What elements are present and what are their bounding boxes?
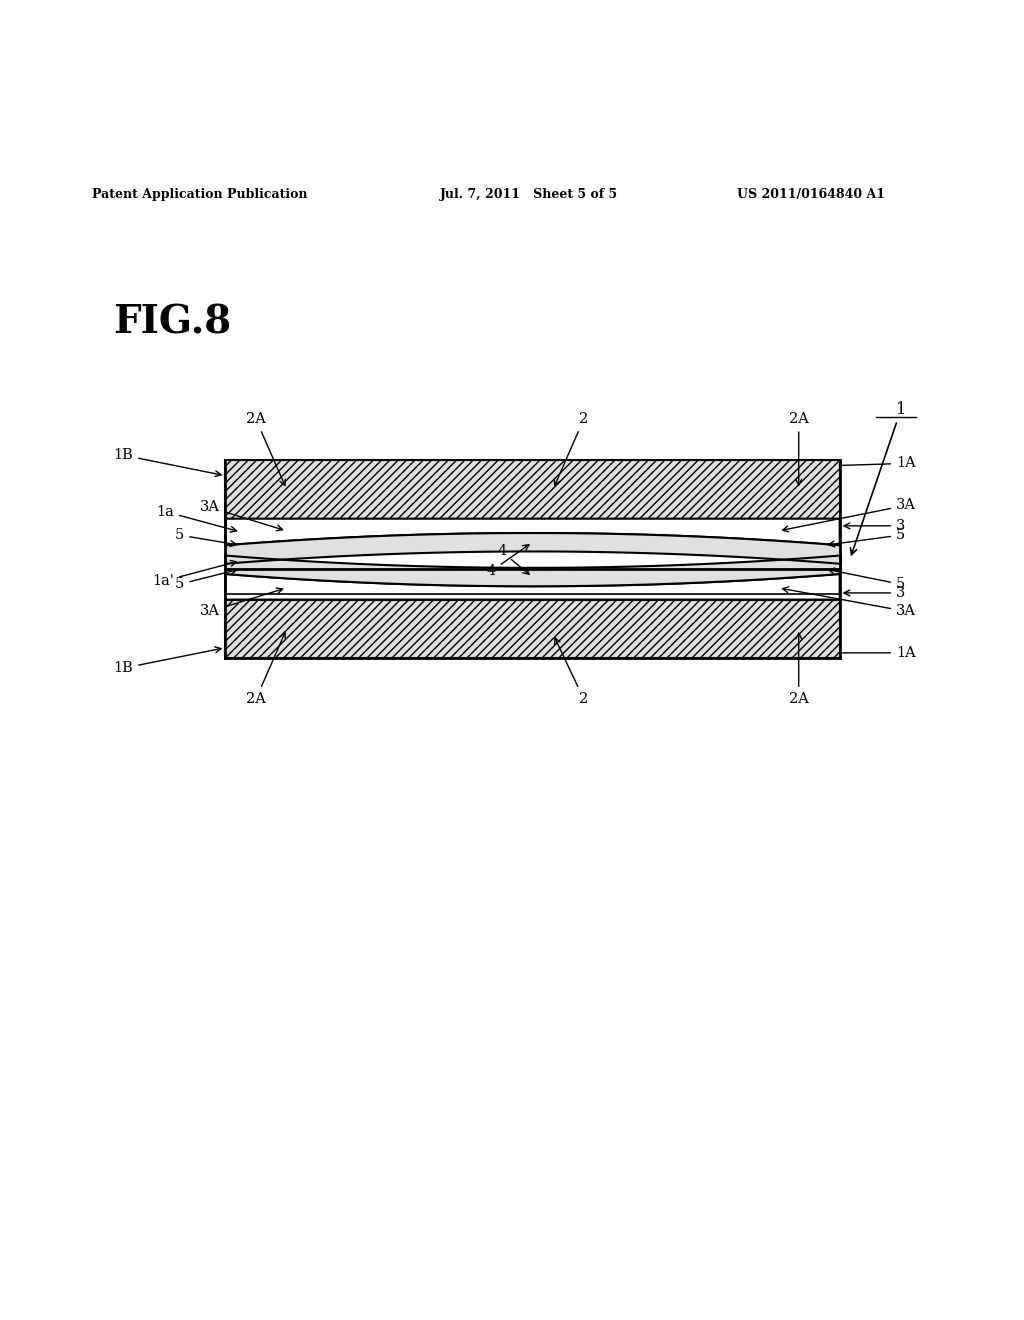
Text: 2: 2: [554, 412, 589, 486]
Text: Jul. 7, 2011   Sheet 5 of 5: Jul. 7, 2011 Sheet 5 of 5: [440, 187, 618, 201]
Text: 3A: 3A: [200, 500, 283, 531]
Text: 2: 2: [555, 638, 589, 706]
Polygon shape: [225, 574, 840, 599]
Polygon shape: [225, 461, 840, 519]
Text: 1a': 1a': [153, 561, 237, 589]
Text: 1A: 1A: [843, 645, 915, 660]
Polygon shape: [225, 519, 840, 545]
Text: 2A: 2A: [246, 412, 286, 486]
Text: US 2011/0164840 A1: US 2011/0164840 A1: [737, 187, 886, 201]
Polygon shape: [225, 556, 840, 586]
Text: FIG.8: FIG.8: [113, 304, 230, 341]
Text: 2A: 2A: [788, 634, 809, 706]
Text: 3A: 3A: [782, 587, 916, 618]
Text: 1A: 1A: [843, 457, 915, 470]
Text: 4: 4: [486, 545, 529, 578]
Text: 4: 4: [497, 544, 529, 574]
Polygon shape: [225, 533, 840, 564]
Text: 1: 1: [851, 401, 906, 554]
Text: 2A: 2A: [246, 632, 286, 706]
Text: 3: 3: [844, 519, 905, 533]
Polygon shape: [225, 599, 840, 657]
Text: 5: 5: [828, 528, 905, 546]
Text: 3: 3: [844, 586, 905, 599]
Text: 1B: 1B: [114, 647, 221, 676]
Text: 5: 5: [828, 568, 905, 591]
Text: 1a: 1a: [157, 504, 237, 532]
Text: Patent Application Publication: Patent Application Publication: [92, 187, 307, 201]
Text: 3A: 3A: [200, 587, 283, 618]
Text: 3A: 3A: [782, 499, 916, 532]
Text: 5: 5: [175, 528, 237, 546]
Text: 1B: 1B: [114, 449, 221, 477]
Text: 2A: 2A: [788, 412, 809, 486]
Text: 5: 5: [175, 569, 237, 591]
